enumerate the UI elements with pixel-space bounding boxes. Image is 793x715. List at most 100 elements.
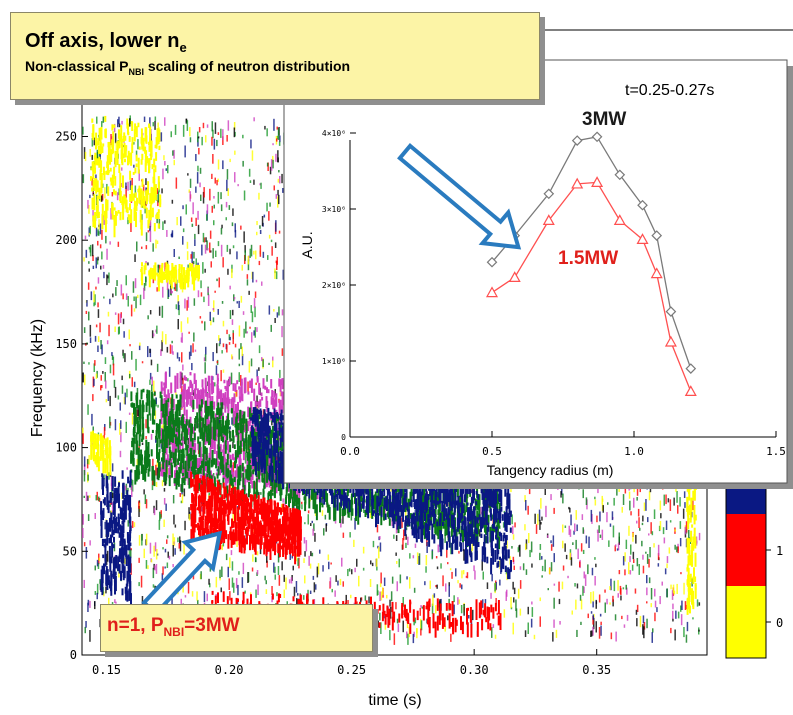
- spectrogram-speckle: [197, 131, 199, 143]
- spectrogram-speckle: [569, 507, 571, 513]
- spectrogram-speckle: [531, 601, 533, 605]
- spectrogram-speckle: [524, 630, 527, 637]
- spectrogram-speckle: [316, 566, 319, 578]
- spectrogram-mode-pixel: [118, 164, 121, 173]
- spectrogram-speckle: [151, 330, 154, 339]
- spectrogram-speckle: [189, 178, 192, 188]
- spectrogram-speckle: [358, 575, 360, 587]
- spectrogram-speckle: [212, 154, 214, 164]
- spectrogram-speckle: [511, 546, 513, 549]
- spectrogram-speckle: [576, 583, 579, 589]
- spectrogram-mode-pixel: [144, 150, 147, 166]
- spectrogram-mode-pixel: [280, 391, 283, 397]
- spectrogram-speckle: [420, 628, 422, 636]
- spectrogram-speckle: [171, 345, 173, 354]
- spectrogram-speckle: [250, 139, 252, 149]
- spectrogram-speckle: [267, 162, 269, 171]
- spectrogram-speckle: [630, 511, 632, 516]
- spectrogram-speckle: [97, 336, 100, 342]
- spectrogram-speckle: [572, 542, 574, 545]
- spectrogram-speckle: [178, 256, 180, 259]
- spectrogram-speckle: [257, 584, 259, 595]
- spectrogram-speckle: [87, 599, 90, 606]
- spectrogram-mode-pixel: [211, 426, 214, 437]
- spectrogram-speckle: [92, 187, 94, 192]
- spectrogram-speckle: [696, 599, 699, 607]
- spectrogram-speckle: [399, 574, 402, 584]
- spectrogram-speckle: [226, 135, 228, 142]
- spectrogram-speckle: [155, 464, 157, 476]
- spectrogram-speckle: [121, 492, 123, 500]
- spectrogram-speckle: [177, 301, 180, 311]
- spectrogram-mode-pixel: [144, 127, 147, 142]
- spectrogram-speckle: [85, 547, 88, 559]
- spectrogram-speckle: [349, 532, 351, 538]
- spectrogram-speckle: [590, 611, 593, 614]
- spectrogram-speckle: [682, 508, 685, 519]
- spectrogram-mode-pixel: [127, 131, 130, 136]
- spectrogram-speckle: [491, 573, 493, 582]
- spectrogram-mode-pixel: [166, 454, 169, 467]
- spectrogram-speckle: [127, 181, 129, 191]
- spectrogram-speckle: [125, 483, 128, 495]
- spectrogram-speckle: [82, 174, 85, 184]
- spectrogram-speckle: [600, 625, 602, 636]
- spectrogram-mode-pixel: [92, 124, 95, 141]
- spectrogram-speckle: [276, 126, 278, 130]
- spectrogram-speckle: [212, 317, 215, 323]
- spectrogram-speckle: [525, 543, 527, 551]
- spectrogram-speckle: [156, 188, 158, 195]
- spectrogram-speckle: [118, 481, 120, 484]
- spectrogram-speckle: [138, 501, 140, 509]
- spectrogram-speckle: [150, 359, 153, 366]
- spectrogram-speckle: [264, 575, 266, 581]
- spectrogram-mode-pixel: [138, 187, 141, 204]
- spectrogram-speckle: [177, 591, 179, 595]
- spectrogram-mode-pixel: [106, 199, 109, 211]
- spectrogram-speckle: [232, 309, 234, 316]
- spectrogram-speckle: [677, 546, 679, 554]
- spectrogram-speckle: [451, 571, 453, 579]
- spectrogram-speckle: [187, 173, 189, 176]
- spectrogram-speckle: [238, 348, 240, 360]
- spectrogram-mode-pixel: [117, 210, 120, 214]
- spectrogram-speckle: [354, 517, 356, 530]
- spectrogram-speckle: [180, 321, 183, 333]
- spectrogram-speckle: [592, 591, 595, 602]
- spectrogram-speckle: [217, 309, 219, 315]
- spectrogram-speckle: [463, 604, 465, 616]
- spectrogram-speckle: [633, 497, 635, 508]
- spectrogram-mode-pixel: [122, 201, 125, 213]
- spectrogram-speckle: [229, 285, 231, 290]
- spectrogram-mode-pixel: [278, 399, 281, 416]
- spectrogram-speckle: [449, 568, 452, 571]
- spectrogram-speckle: [567, 575, 569, 579]
- spectrogram-speckle: [238, 389, 241, 399]
- spectrogram-speckle: [600, 621, 602, 625]
- spectrogram-speckle: [642, 565, 645, 574]
- spectrogram-speckle: [87, 459, 89, 465]
- spectrogram-speckle: [609, 523, 612, 527]
- spectrogram-speckle: [295, 581, 298, 593]
- spectrogram-speckle: [138, 535, 141, 546]
- spectrogram-speckle: [255, 382, 257, 385]
- spectrogram-speckle: [83, 579, 85, 588]
- spectrogram-speckle: [629, 500, 631, 511]
- spectrogram-speckle: [596, 529, 599, 533]
- spectrogram-speckle: [114, 386, 117, 398]
- spectrogram-speckle: [484, 599, 487, 604]
- spectrogram-speckle: [191, 591, 194, 597]
- spectrogram-speckle: [271, 246, 273, 256]
- spectrogram-speckle: [633, 559, 635, 563]
- spectrogram-mode-pixel: [242, 445, 245, 461]
- spectrogram-speckle: [181, 385, 183, 397]
- spectrogram-speckle: [618, 570, 621, 575]
- spectrogram-mode-pixel: [140, 159, 143, 165]
- spectrogram-speckle: [85, 310, 88, 314]
- spectrogram-speckle: [615, 631, 617, 642]
- spectrogram-speckle: [160, 441, 163, 449]
- spectrogram-speckle: [305, 540, 308, 552]
- spectrogram-speckle: [226, 329, 228, 335]
- spectrogram-mode-pixel: [196, 388, 199, 399]
- spectrogram-mode-pixel: [173, 266, 175, 283]
